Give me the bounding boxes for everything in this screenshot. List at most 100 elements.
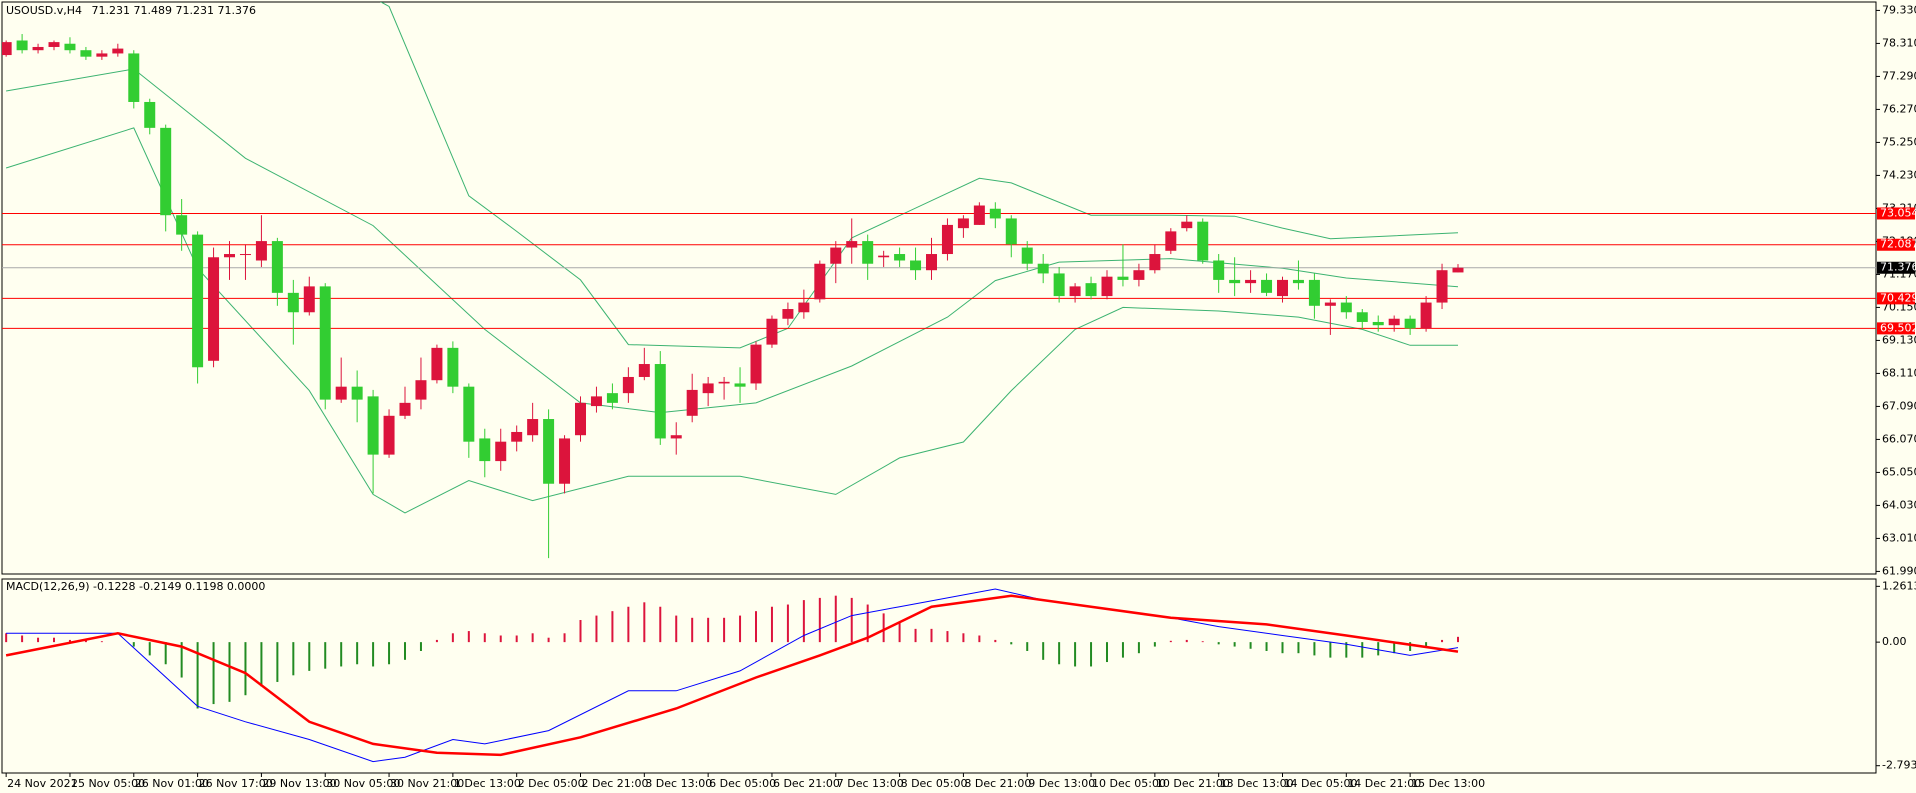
y-tick-label: 63.010 [1882, 531, 1916, 544]
level-label: 70.429 [1880, 291, 1916, 304]
candle-body [399, 402, 411, 416]
y-tick-label: 68.110 [1882, 366, 1916, 379]
candle-body [1101, 276, 1113, 297]
candle-body [1292, 279, 1304, 284]
candle-body [941, 224, 953, 255]
candle-body [351, 386, 363, 400]
bollinger-band [5, 127, 1458, 514]
symbol-header: USOUSD.v,H4 71.231 71.489 71.231 71.376 [6, 4, 256, 17]
candle-body [862, 241, 874, 264]
y-tick-label: 66.070 [1882, 432, 1916, 445]
x-tick-label: 8 Dec 21:00 [964, 777, 1031, 790]
candle-body [96, 53, 108, 57]
candle-body [208, 257, 220, 361]
y-tick-label: 76.270 [1882, 102, 1916, 115]
candle-body [1213, 260, 1225, 280]
candle-body [527, 419, 539, 436]
x-tick-label: 10 Dec 05:00 [1092, 777, 1166, 790]
macd-y-tick-label: -2.793 [1882, 759, 1916, 772]
candle-body [734, 383, 746, 387]
symbol: USOUSD.v,H4 [6, 4, 82, 17]
candle-body [1069, 286, 1081, 297]
candle-body [287, 292, 299, 313]
candle-body [1452, 267, 1464, 273]
x-tick-label: 26 Nov 01:00 [135, 777, 209, 790]
macd-y-tick-label: 1.2613 [1882, 579, 1916, 592]
y-tick-label: 67.090 [1882, 399, 1916, 412]
candle-body [702, 383, 714, 394]
macd-line [5, 594, 1459, 757]
candle-body [814, 263, 826, 300]
axes: 79.33078.31077.29076.27075.25074.23073.2… [5, 3, 1916, 790]
level-label-box [1877, 238, 1915, 251]
candle-body [1436, 270, 1448, 303]
candle-body [1021, 247, 1033, 264]
level-label: 72.087 [1880, 238, 1916, 251]
candle-body [319, 286, 331, 400]
level-label-box [1877, 207, 1915, 220]
candle-body [1324, 302, 1336, 306]
candle-body [846, 241, 858, 248]
x-tick-label: 8 Dec 05:00 [901, 777, 968, 790]
candle-body [654, 364, 666, 439]
candle-body [64, 43, 76, 51]
candle-body [511, 431, 523, 442]
candle-body [910, 260, 922, 271]
candle-body [383, 415, 395, 455]
macd-y-tick-label: 0.00 [1882, 635, 1907, 648]
candle-body [367, 396, 379, 455]
candle-body [894, 254, 906, 261]
candle-body [1037, 263, 1049, 274]
candle-body [239, 254, 251, 256]
bollinger-band [379, 2, 1459, 349]
x-tick-label: 1 Dec 13:00 [454, 777, 521, 790]
x-tick-label: 29 Nov 13:00 [262, 777, 336, 790]
candle-body [303, 286, 315, 313]
current-price-label: 71.376 [1880, 261, 1916, 274]
candle-body [335, 386, 347, 400]
close: 71.376 [217, 4, 256, 17]
y-tick-label: 78.310 [1882, 36, 1916, 49]
x-tick-label: 26 Nov 17:00 [199, 777, 273, 790]
candle-body [1229, 279, 1241, 284]
macd-header: MACD(12,26,9) -0.1228 -0.2149 0.1198 0.0… [6, 580, 265, 593]
candle-body [638, 364, 650, 377]
x-tick-label: 14 Dec 05:00 [1283, 777, 1357, 790]
candle-body [1245, 279, 1257, 284]
candle-body [1372, 321, 1384, 326]
candle-body [1340, 302, 1352, 313]
x-tick-label: 6 Dec 05:00 [709, 777, 776, 790]
candle-body [1085, 283, 1097, 297]
candle-body [447, 347, 459, 387]
x-tick-label: 7 Dec 13:00 [837, 777, 904, 790]
candle-body [1420, 302, 1432, 329]
candle-body [1005, 218, 1017, 245]
candle-body [686, 389, 698, 416]
candle-body [2, 42, 12, 56]
y-tick-label: 79.330 [1882, 3, 1916, 16]
high: 71.489 [133, 4, 172, 17]
macd-plot [5, 588, 1459, 763]
candle-body [160, 127, 172, 216]
candle-body [224, 254, 236, 258]
main-plot [2, 2, 1876, 559]
candle-body [1149, 254, 1161, 271]
candle-body [670, 435, 682, 439]
candle-body [32, 46, 44, 51]
main-frame [1, 1, 1877, 575]
y-tick-label: 75.250 [1882, 135, 1916, 148]
candle-body [798, 302, 810, 313]
candle-body [463, 386, 475, 442]
candle-body [559, 438, 571, 484]
candle-body [926, 254, 938, 271]
candle-body [1388, 318, 1400, 326]
candle-body [1261, 279, 1273, 293]
y-tick-label: 64.030 [1882, 498, 1916, 511]
candle-body [750, 344, 762, 384]
x-tick-label: 6 Dec 21:00 [773, 777, 840, 790]
candle-body [606, 393, 618, 403]
candle-body [782, 309, 794, 319]
candle-body [543, 419, 555, 484]
